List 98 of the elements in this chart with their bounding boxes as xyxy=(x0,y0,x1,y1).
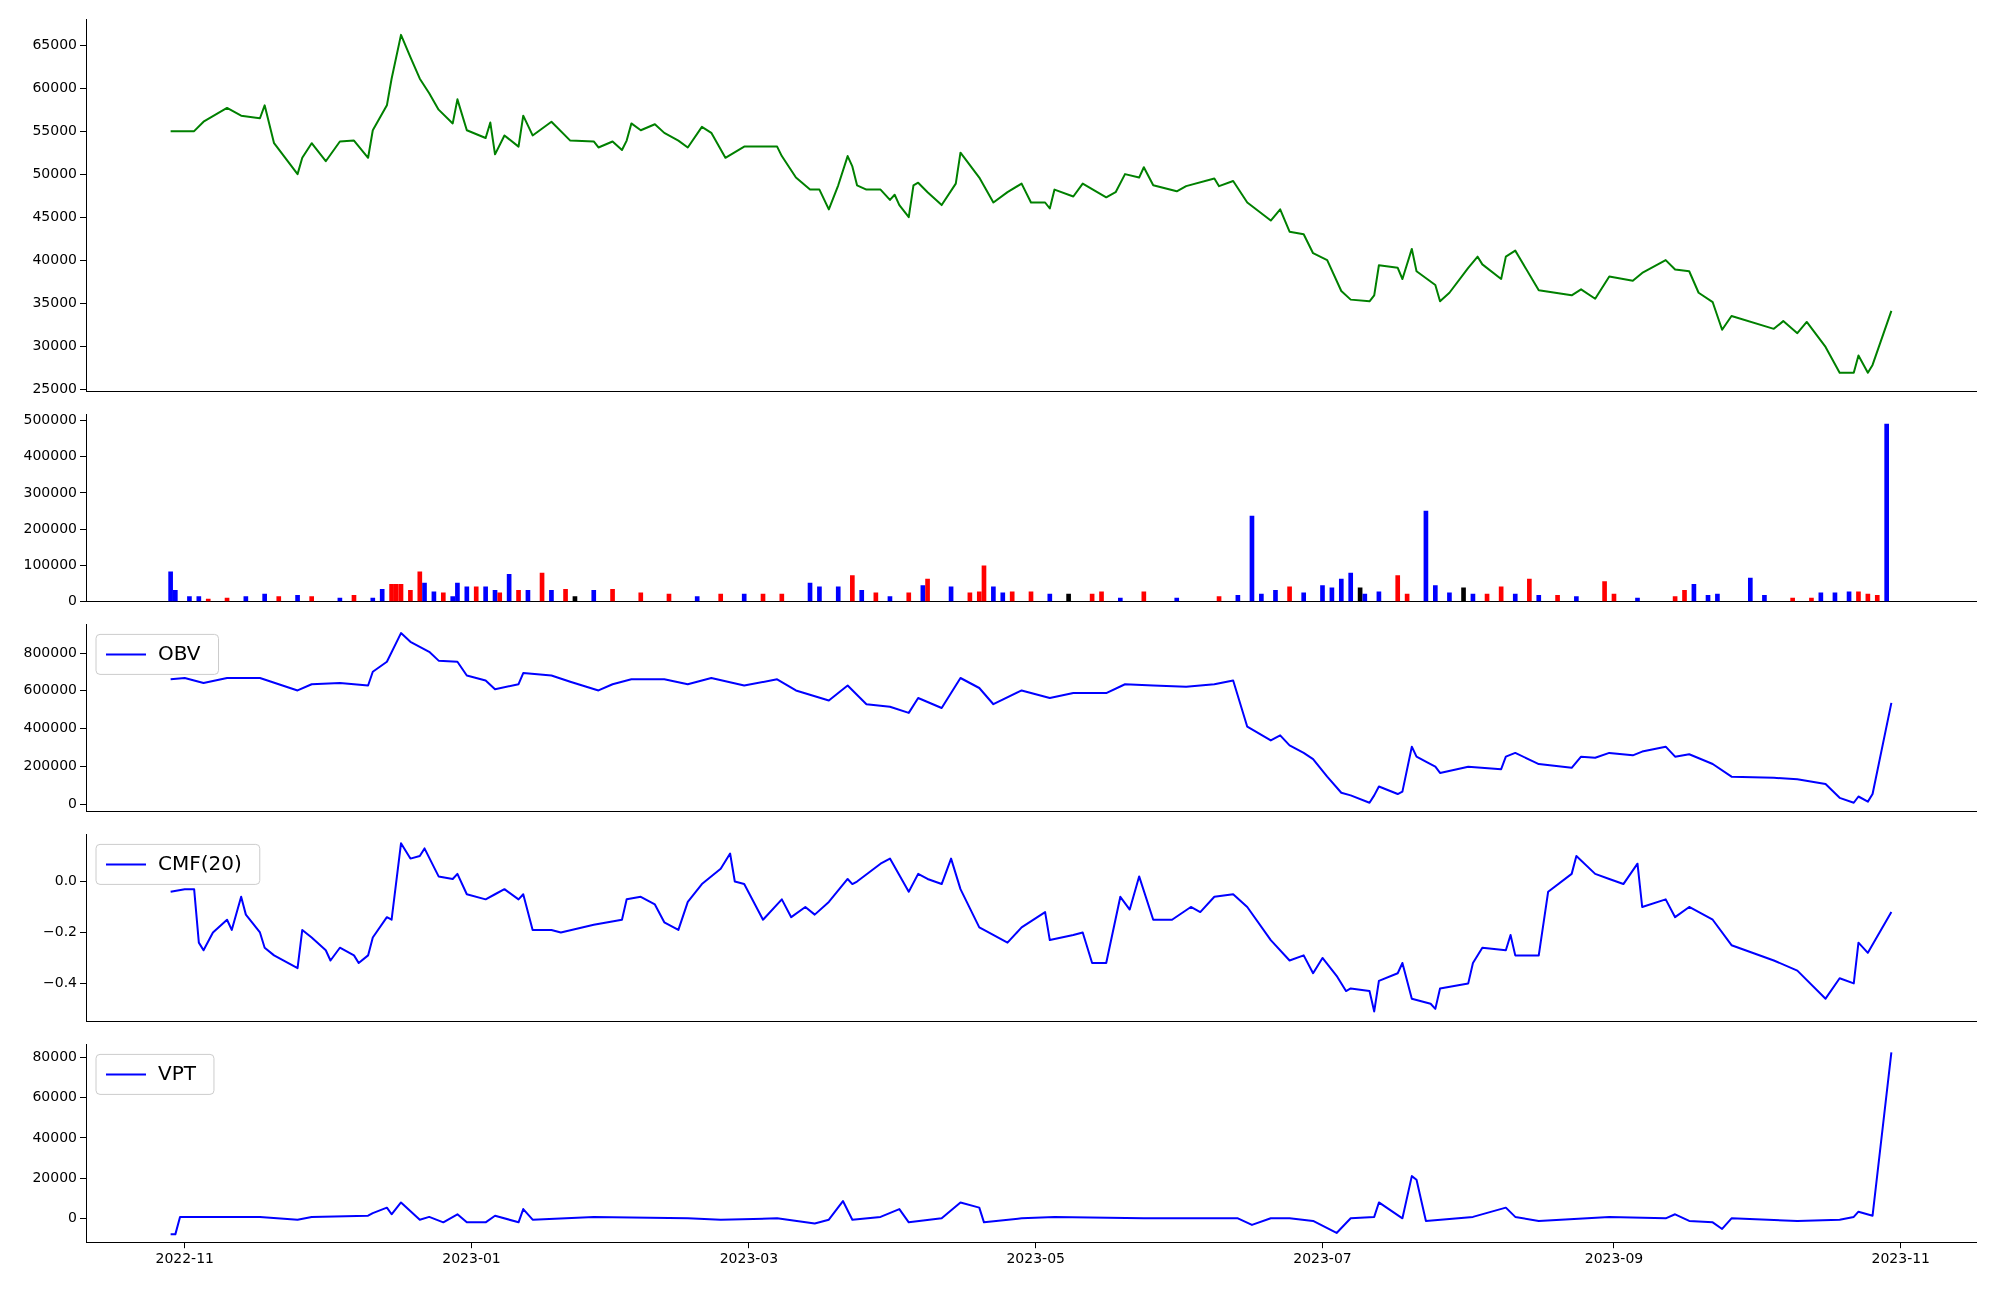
bar xyxy=(563,588,568,602)
bar xyxy=(1433,585,1438,602)
bar xyxy=(779,593,785,602)
bar xyxy=(1874,595,1880,602)
bar xyxy=(1000,592,1006,602)
x-tick-label: 2023-01 xyxy=(442,1250,501,1267)
y-tick-label: 0 xyxy=(68,1208,77,1225)
bar xyxy=(1301,592,1307,602)
bar xyxy=(276,596,282,602)
legend-label: CMF(20) xyxy=(158,850,242,875)
bar xyxy=(1574,596,1579,602)
y-tick-label: −0.4 xyxy=(43,974,78,991)
bar xyxy=(516,590,521,602)
y-tick-label: 55000 xyxy=(32,121,77,138)
bar xyxy=(1259,593,1264,602)
y-tick-label: −0.2 xyxy=(43,923,77,940)
y-tick-label: 600000 xyxy=(23,681,77,698)
bar xyxy=(262,593,267,602)
y-tick-label: 400000 xyxy=(23,719,77,736)
bar xyxy=(1099,591,1104,602)
bar xyxy=(638,592,644,602)
x-tick-label: 2022-11 xyxy=(155,1250,214,1267)
y-tick-label: 45000 xyxy=(32,207,77,224)
bar xyxy=(1273,590,1278,602)
bar xyxy=(379,588,385,602)
x-tick-label: 2023-05 xyxy=(1006,1250,1065,1267)
y-tick-label: 50000 xyxy=(32,164,77,181)
bar xyxy=(1348,572,1354,602)
bar xyxy=(1447,592,1452,602)
bar xyxy=(817,586,822,602)
bar xyxy=(741,593,747,602)
x-tick-label: 2023-03 xyxy=(719,1250,779,1267)
y-tick-label: 800000 xyxy=(23,643,77,660)
bar xyxy=(1602,581,1607,602)
y-tick-label: 60000 xyxy=(32,1088,77,1105)
bar xyxy=(1009,591,1015,602)
y-tick-label: 40000 xyxy=(32,1128,77,1145)
y-tick-label: 35000 xyxy=(32,293,77,310)
bar xyxy=(1047,593,1053,602)
bar xyxy=(393,583,399,602)
bar xyxy=(464,586,470,602)
bar xyxy=(1527,578,1532,602)
bar xyxy=(1362,593,1368,602)
bar xyxy=(1856,591,1861,602)
bar xyxy=(408,590,413,602)
bar xyxy=(483,586,488,602)
bar xyxy=(309,596,314,602)
bar xyxy=(1395,575,1401,602)
x-tick-label: 2023-11 xyxy=(1871,1250,1931,1267)
bar xyxy=(422,582,427,602)
bar xyxy=(859,590,865,602)
x-tick-label: 2023-09 xyxy=(1584,1250,1644,1267)
y-tick-label: 60000 xyxy=(32,78,77,95)
y-tick-label: 65000 xyxy=(32,35,77,52)
bar xyxy=(295,595,300,602)
bar xyxy=(991,586,996,602)
y-tick-label: 0 xyxy=(68,592,77,609)
bar xyxy=(440,592,446,602)
bar xyxy=(835,586,841,602)
bar xyxy=(1762,595,1767,602)
x-tick-label: 2023-07 xyxy=(1293,1250,1352,1267)
bar xyxy=(718,593,724,602)
y-tick-label: 100000 xyxy=(23,556,77,573)
bar xyxy=(1682,590,1687,602)
bar xyxy=(417,571,423,602)
bar xyxy=(1715,593,1720,602)
bar xyxy=(610,588,615,602)
bar xyxy=(925,578,930,602)
y-tick-label: 200000 xyxy=(23,756,77,773)
y-tick-label: 500000 xyxy=(23,411,77,428)
bar xyxy=(1512,593,1518,602)
bar xyxy=(549,590,554,602)
bar xyxy=(694,596,700,602)
bar xyxy=(1320,585,1325,602)
bar xyxy=(1536,595,1542,602)
y-tick-label: 400000 xyxy=(23,447,77,464)
bar xyxy=(497,592,503,602)
bar xyxy=(1884,423,1889,602)
legend-label: OBV xyxy=(158,640,201,665)
bar xyxy=(1555,595,1560,602)
y-tick-label: 30000 xyxy=(32,336,77,353)
bar xyxy=(591,590,597,602)
bar xyxy=(1287,586,1292,602)
y-tick-label: 0 xyxy=(68,794,77,811)
bar xyxy=(1748,577,1753,602)
y-tick-label: 200000 xyxy=(23,519,77,536)
bar xyxy=(187,596,192,602)
y-tick-label: 300000 xyxy=(23,483,77,500)
bar xyxy=(473,586,479,602)
bar xyxy=(1338,578,1344,602)
y-tick-label: 80000 xyxy=(32,1048,77,1065)
y-tick-label: 25000 xyxy=(32,379,77,396)
y-tick-label: 0.0 xyxy=(54,872,77,889)
legend-label: VPT xyxy=(158,1060,197,1085)
bar xyxy=(906,592,912,602)
bar xyxy=(850,575,855,602)
y-tick-label: 20000 xyxy=(32,1168,77,1185)
y-tick-label: 40000 xyxy=(32,250,77,267)
